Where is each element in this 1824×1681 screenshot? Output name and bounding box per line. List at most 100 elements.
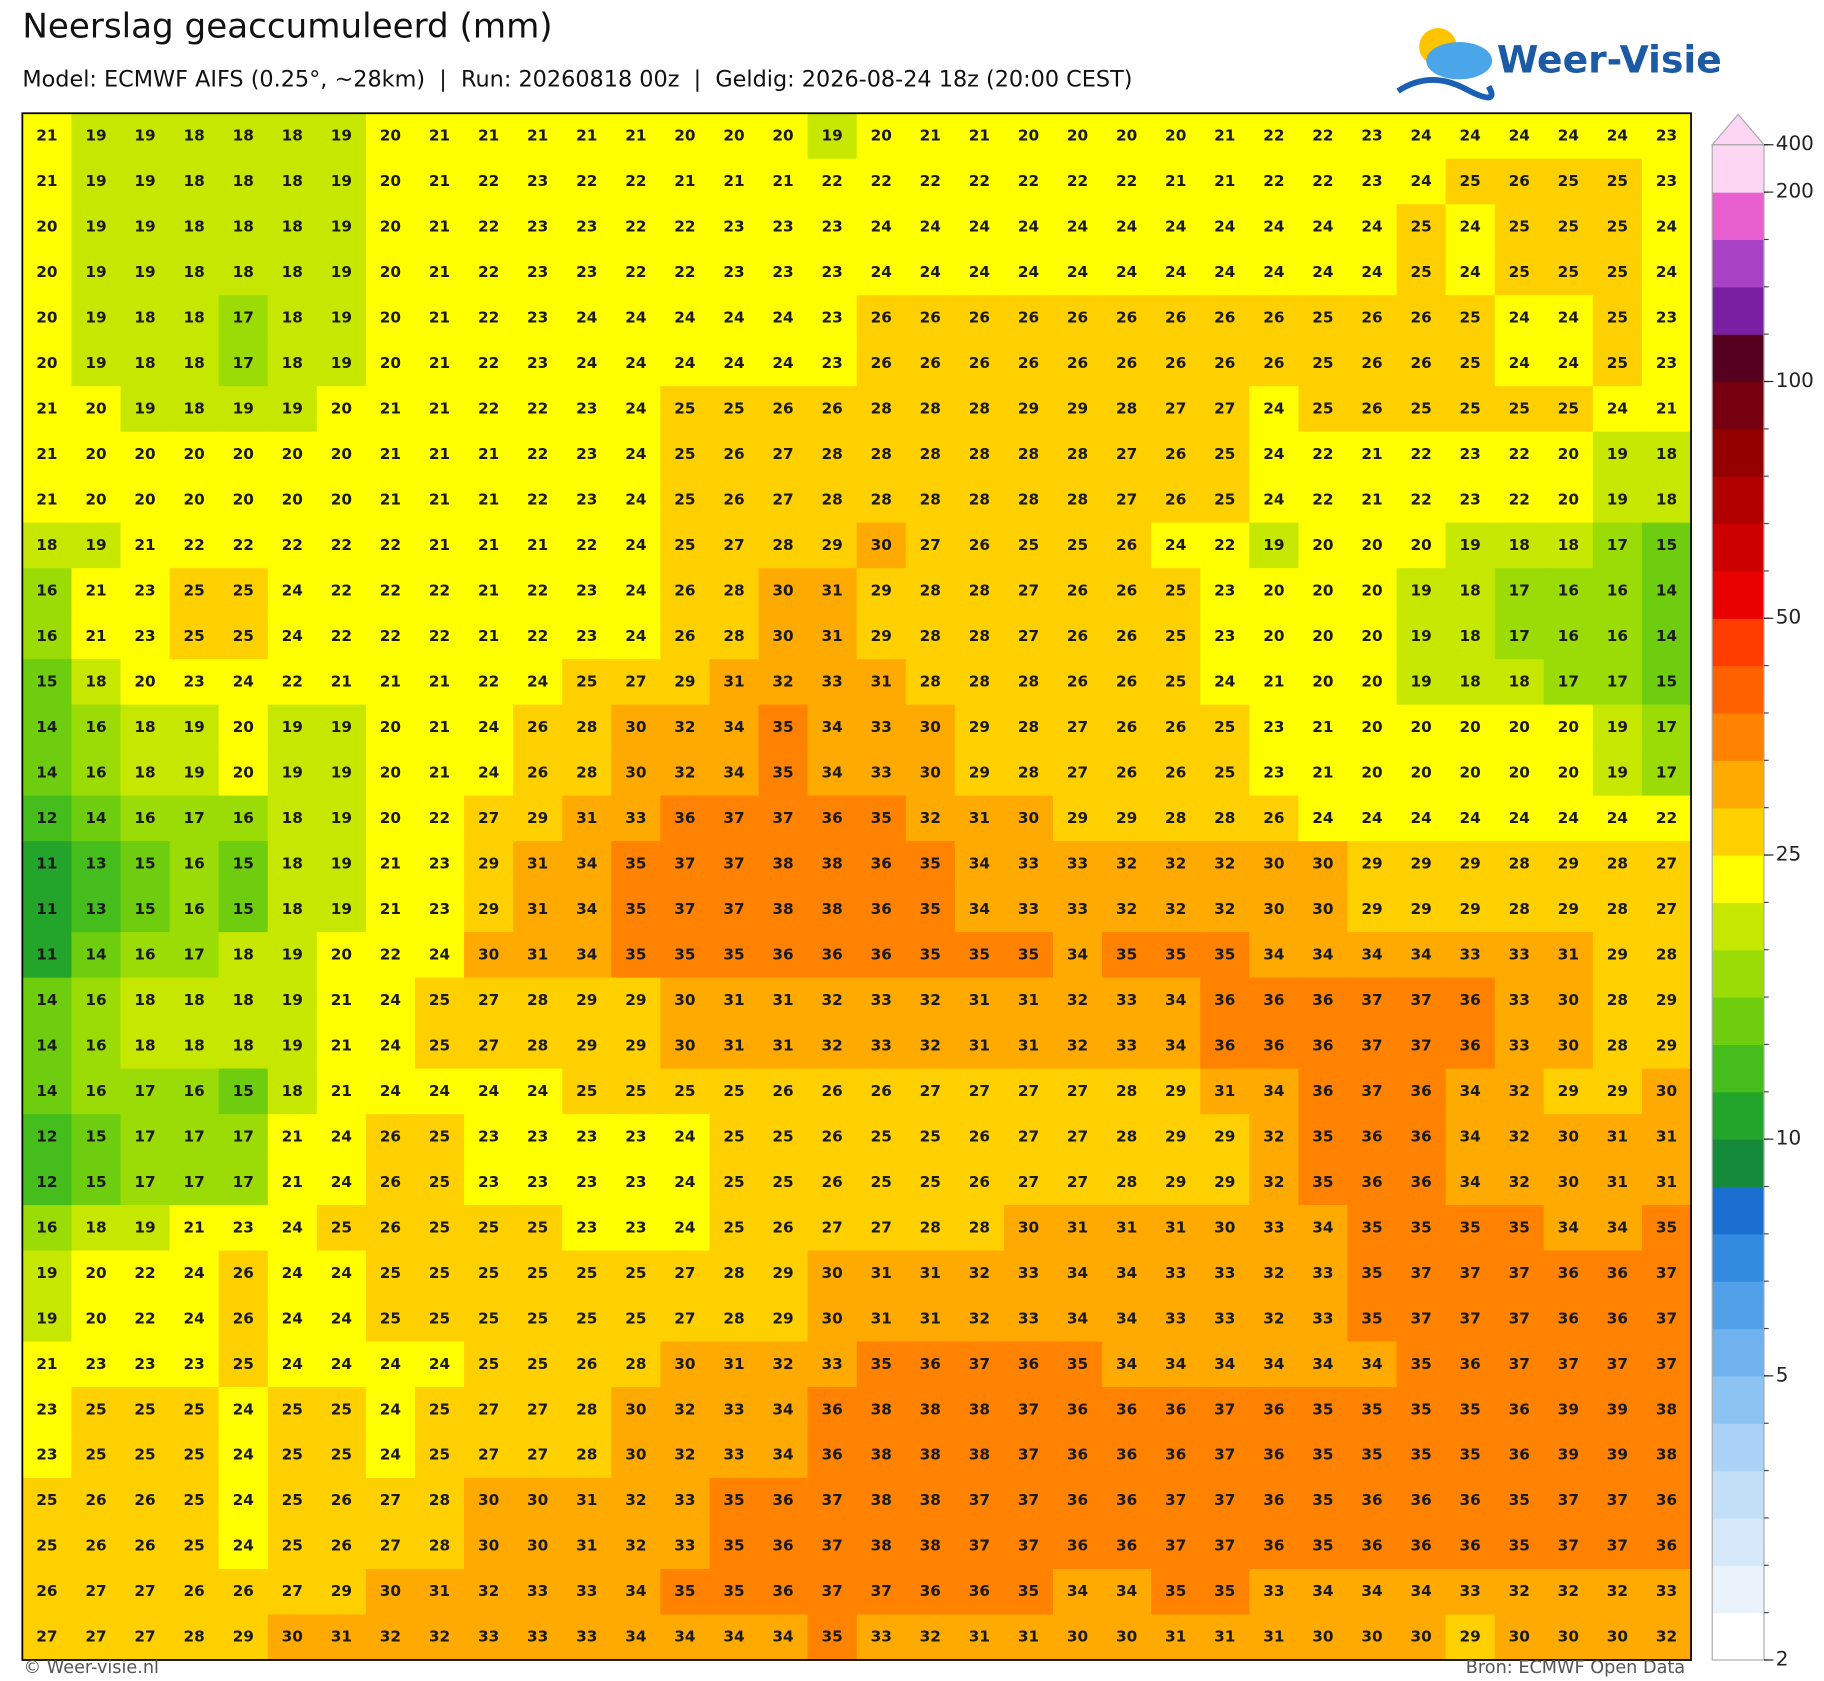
precip-value: 21 <box>85 627 106 645</box>
precip-cell <box>71 1250 122 1297</box>
precip-value: 22 <box>1656 809 1677 827</box>
precip-cell <box>1445 1341 1496 1388</box>
precip-cell <box>1494 522 1545 569</box>
precip-cell <box>1445 249 1496 296</box>
precip-cell <box>856 340 907 387</box>
precip-value: 29 <box>1460 854 1481 872</box>
precip-value: 27 <box>1165 399 1186 417</box>
precip-value: 28 <box>723 1264 744 1282</box>
precip-cell <box>905 704 956 751</box>
precip-value: 19 <box>1410 627 1431 645</box>
precip-cell <box>316 113 367 160</box>
precip-cell <box>365 1159 416 1206</box>
precip-value: 24 <box>1312 218 1333 236</box>
precip-value: 32 <box>772 1355 793 1373</box>
colorbar-bin <box>1712 239 1764 288</box>
precip-value: 33 <box>1165 1309 1186 1327</box>
precip-value: 32 <box>1116 900 1137 918</box>
precip-cell <box>316 841 367 888</box>
precip-cell <box>71 886 122 933</box>
precip-value: 25 <box>1312 354 1333 372</box>
precip-cell <box>316 613 367 660</box>
precip-value: 24 <box>1558 308 1579 326</box>
precip-cell <box>660 249 711 296</box>
precip-value: 30 <box>920 763 941 781</box>
precip-cell <box>807 1023 858 1070</box>
precip-value: 21 <box>429 263 450 281</box>
precip-value: 28 <box>969 399 990 417</box>
precip-cell <box>709 1614 760 1661</box>
precip-cell <box>758 158 809 205</box>
precip-cell <box>414 386 465 433</box>
precip-cell <box>954 431 1005 478</box>
precip-cell <box>1102 1569 1152 1616</box>
precip-cell <box>1592 704 1643 751</box>
precip-value: 20 <box>1361 672 1382 690</box>
precip-cell <box>365 886 416 933</box>
precip-value: 26 <box>183 1582 204 1600</box>
precip-value: 28 <box>576 763 597 781</box>
precip-cell <box>1298 522 1349 569</box>
precip-cell <box>709 659 760 706</box>
precip-cell <box>267 613 318 660</box>
precip-cell <box>1102 295 1152 342</box>
precip-value: 17 <box>134 1173 155 1191</box>
precip-value: 26 <box>1116 718 1137 736</box>
precip-cell <box>1200 386 1251 433</box>
precip-value: 27 <box>969 1082 990 1100</box>
precip-value: 23 <box>723 263 744 281</box>
precip-cell <box>660 1296 711 1343</box>
precip-cell <box>611 932 662 979</box>
precip-value: 36 <box>1116 1446 1137 1464</box>
precip-value: 35 <box>1410 1355 1431 1373</box>
precip-cell <box>120 1569 171 1616</box>
precip-value: 25 <box>233 581 254 599</box>
precip-cell <box>1641 1432 1692 1479</box>
precip-value: 30 <box>1558 991 1579 1009</box>
precip-cell <box>1249 1523 1300 1570</box>
precip-cell <box>365 1387 416 1434</box>
precip-cell <box>1151 1432 1201 1479</box>
precip-cell <box>414 795 465 842</box>
precip-value: 19 <box>85 263 106 281</box>
precip-cell <box>709 204 760 251</box>
precip-cell <box>218 1569 269 1616</box>
precip-cell <box>1102 477 1152 524</box>
precip-value: 19 <box>331 354 352 372</box>
precip-cell <box>1641 113 1692 160</box>
precip-value: 30 <box>920 718 941 736</box>
precip-value: 34 <box>772 1400 793 1418</box>
precip-value: 36 <box>1116 1537 1137 1555</box>
precip-cell <box>1003 113 1054 160</box>
precip-cell <box>905 568 956 615</box>
precip-cell <box>1003 1478 1054 1525</box>
precip-value: 26 <box>822 1082 843 1100</box>
precip-value: 18 <box>134 354 155 372</box>
precip-cell <box>660 1523 711 1570</box>
precip-cell <box>169 1114 220 1161</box>
precip-cell <box>660 1387 711 1434</box>
precip-value: 17 <box>183 809 204 827</box>
precip-value: 25 <box>527 1355 548 1373</box>
precip-cell <box>22 158 73 205</box>
precip-cell <box>1494 386 1545 433</box>
precip-cell <box>464 1341 514 1388</box>
precip-cell <box>1249 750 1300 797</box>
precip-cell <box>1396 1250 1447 1297</box>
precip-value: 35 <box>1361 1446 1382 1464</box>
precip-value: 37 <box>1558 1491 1579 1509</box>
precip-cell <box>1249 1569 1300 1616</box>
precip-value: 33 <box>1214 1264 1235 1282</box>
precip-value: 25 <box>478 1218 499 1236</box>
precip-value: 17 <box>1607 672 1628 690</box>
precip-value: 20 <box>1312 627 1333 645</box>
precip-value: 35 <box>723 945 744 963</box>
precip-cell <box>1249 158 1300 205</box>
precip-cell <box>856 204 907 251</box>
precip-value: 28 <box>969 445 990 463</box>
precip-cell <box>1298 1341 1349 1388</box>
precip-value: 24 <box>1607 399 1628 417</box>
precip-cell <box>1298 795 1349 842</box>
precip-value: 24 <box>871 263 892 281</box>
precip-value: 19 <box>85 536 106 554</box>
